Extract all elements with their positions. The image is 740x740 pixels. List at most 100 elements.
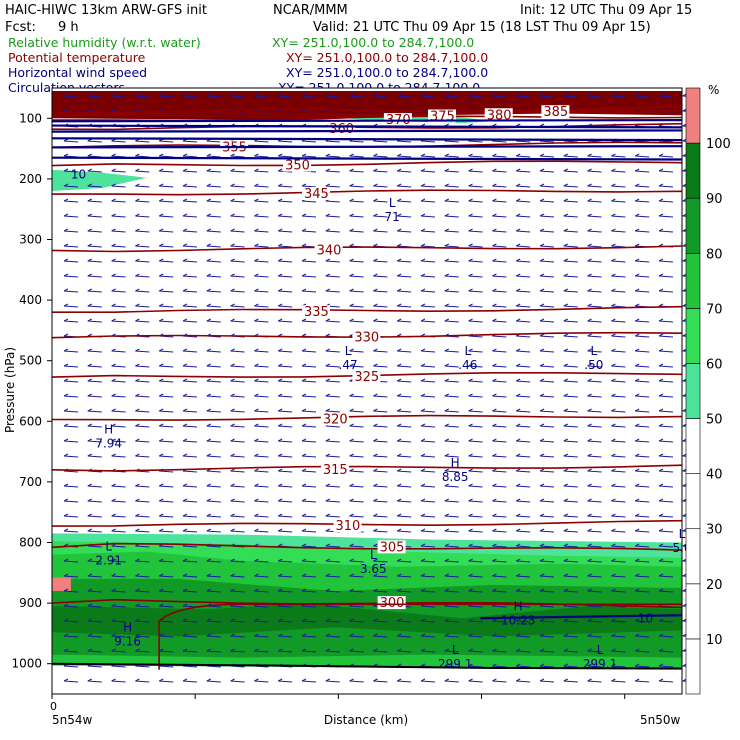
wind-vector-head xyxy=(111,648,116,652)
wind-vector xyxy=(111,170,126,173)
wind-vector xyxy=(420,650,436,653)
org-title: NCAR/MMM xyxy=(273,3,348,18)
wind-vector xyxy=(420,575,436,578)
wind-vector-head xyxy=(111,213,116,217)
wind-vector xyxy=(539,185,555,188)
wind-vector xyxy=(420,440,436,443)
wind-vector xyxy=(230,455,245,458)
wind-vector xyxy=(159,260,174,263)
wind-vector xyxy=(397,170,412,173)
wind-vector-head xyxy=(63,333,69,337)
wind-vector xyxy=(516,275,531,278)
wind-vector xyxy=(516,560,531,563)
wind-vector xyxy=(301,635,317,638)
wind-vector-head xyxy=(587,318,592,322)
wind-vector-head xyxy=(277,423,283,427)
wind-vector-head xyxy=(420,168,426,172)
wind-vector xyxy=(87,590,102,593)
extremum-value: 3.65 xyxy=(360,562,387,576)
wind-vector-head xyxy=(468,528,473,532)
wind-vector xyxy=(254,590,269,593)
wind-vector-head xyxy=(87,678,93,682)
wind-vector-head xyxy=(158,183,164,187)
wind-vector xyxy=(87,350,102,353)
wind-vector xyxy=(63,380,79,383)
wind-vector-head xyxy=(135,183,140,187)
wind-vector-head xyxy=(634,438,640,442)
wind-vector xyxy=(301,275,317,278)
wind-vector xyxy=(135,290,150,293)
wind-vector-head xyxy=(563,453,569,457)
wind-vector xyxy=(301,650,317,653)
wind-vector xyxy=(563,275,578,278)
wind-vector xyxy=(278,395,293,398)
wind-vector xyxy=(182,395,198,398)
wind-vector xyxy=(349,275,364,278)
wind-vector-head xyxy=(515,93,521,97)
wind-vector xyxy=(182,365,198,368)
wind-vector xyxy=(254,290,269,293)
wind-vector-head xyxy=(301,528,307,532)
wind-vector-head xyxy=(587,543,592,547)
wind-vector xyxy=(563,650,578,653)
wind-vector-head xyxy=(111,258,116,262)
wind-vector-head xyxy=(634,258,640,262)
wind-vector-head xyxy=(658,183,664,187)
wind-vector xyxy=(230,275,245,278)
wind-vector xyxy=(230,305,245,308)
wind-vector xyxy=(397,380,412,383)
wind-vector xyxy=(159,545,174,548)
wind-vector-head xyxy=(611,303,616,307)
wind-vector xyxy=(135,260,150,263)
wind-vector-head xyxy=(587,498,592,502)
wind-vector-head xyxy=(658,543,664,547)
init-time: Init: 12 UTC Thu 09 Apr 15 xyxy=(520,3,692,18)
wind-vector xyxy=(373,635,388,638)
wind-vector-head xyxy=(111,93,116,97)
wind-vector xyxy=(492,305,507,308)
wind-vector-head xyxy=(396,363,402,367)
wind-vector xyxy=(468,410,483,413)
extremum-value: 8.85 xyxy=(442,470,469,484)
wind-vector xyxy=(373,680,388,683)
wind-vector-head xyxy=(63,588,69,592)
wind-vector xyxy=(135,200,150,203)
wind-vector xyxy=(539,515,555,518)
wind-vector-head xyxy=(539,303,545,307)
wind-vector-head xyxy=(182,558,188,562)
wind-vector xyxy=(563,170,578,173)
wind-vector-head xyxy=(135,228,140,232)
wind-vector-head xyxy=(182,273,188,277)
wind-vector-head xyxy=(539,633,545,637)
wind-vector xyxy=(135,170,150,173)
wind-vector xyxy=(611,410,626,413)
wind-vector-head xyxy=(515,168,521,172)
wind-vector-head xyxy=(349,393,354,397)
extremum-value: 71 xyxy=(385,210,400,224)
wind-vector xyxy=(349,635,364,638)
wind-vector xyxy=(635,110,650,113)
wind-vector xyxy=(397,515,412,518)
extremum-letter: L xyxy=(590,344,597,358)
wind-vector xyxy=(278,365,293,368)
wind-vector-head xyxy=(611,378,616,382)
wind-vector-head xyxy=(611,663,616,667)
wind-vector xyxy=(63,200,79,203)
wind-vector-head xyxy=(396,243,402,247)
wind-vector-head xyxy=(396,483,402,487)
wind-vector xyxy=(254,185,269,188)
wind-vector xyxy=(278,410,293,413)
colorbar-swatch xyxy=(685,308,701,364)
wind-vector xyxy=(87,95,102,98)
wind-vector-head xyxy=(634,93,640,97)
wind-vector xyxy=(349,680,364,683)
wind-vector xyxy=(611,215,626,218)
wind-vector xyxy=(159,680,174,683)
wind-vector-head xyxy=(206,588,212,592)
wind-vector xyxy=(254,245,269,248)
wind-vector-head xyxy=(87,603,93,607)
theta-label-bg xyxy=(352,370,381,384)
wind-vector xyxy=(516,425,531,428)
wind-vector xyxy=(444,470,459,473)
